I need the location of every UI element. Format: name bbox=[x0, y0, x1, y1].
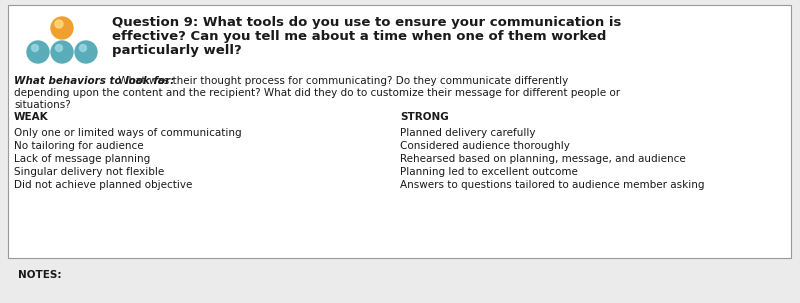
Text: What was their thought process for communicating? Do they communicate differentl: What was their thought process for commu… bbox=[115, 76, 568, 86]
Text: particularly well?: particularly well? bbox=[112, 44, 242, 57]
Text: STRONG: STRONG bbox=[400, 112, 449, 122]
Text: What behaviors to look for:: What behaviors to look for: bbox=[14, 76, 174, 86]
Circle shape bbox=[51, 41, 73, 63]
Text: Singular delivery not flexible: Singular delivery not flexible bbox=[14, 167, 164, 177]
Circle shape bbox=[55, 20, 63, 28]
Circle shape bbox=[27, 41, 49, 63]
FancyBboxPatch shape bbox=[8, 5, 791, 258]
Text: Planning led to excellent outcome: Planning led to excellent outcome bbox=[400, 167, 578, 177]
Text: effective? Can you tell me about a time when one of them worked: effective? Can you tell me about a time … bbox=[112, 30, 606, 43]
Text: Lack of message planning: Lack of message planning bbox=[14, 154, 150, 164]
Circle shape bbox=[31, 45, 38, 52]
Circle shape bbox=[51, 17, 73, 39]
Circle shape bbox=[55, 45, 62, 52]
Text: Answers to questions tailored to audience member asking: Answers to questions tailored to audienc… bbox=[400, 180, 705, 190]
Circle shape bbox=[79, 45, 86, 52]
Text: WEAK: WEAK bbox=[14, 112, 49, 122]
Text: Planned delivery carefully: Planned delivery carefully bbox=[400, 128, 535, 138]
Text: Considered audience thoroughly: Considered audience thoroughly bbox=[400, 141, 570, 151]
Text: situations?: situations? bbox=[14, 100, 70, 110]
Text: Rehearsed based on planning, message, and audience: Rehearsed based on planning, message, an… bbox=[400, 154, 686, 164]
Text: NOTES:: NOTES: bbox=[18, 270, 62, 280]
Text: Question 9: What tools do you use to ensure your communication is: Question 9: What tools do you use to ens… bbox=[112, 16, 622, 29]
Text: depending upon the content and the recipient? What did they do to customize thei: depending upon the content and the recip… bbox=[14, 88, 620, 98]
Text: Did not achieve planned objective: Did not achieve planned objective bbox=[14, 180, 192, 190]
Text: No tailoring for audience: No tailoring for audience bbox=[14, 141, 144, 151]
Text: Only one or limited ways of communicating: Only one or limited ways of communicatin… bbox=[14, 128, 242, 138]
Circle shape bbox=[75, 41, 97, 63]
